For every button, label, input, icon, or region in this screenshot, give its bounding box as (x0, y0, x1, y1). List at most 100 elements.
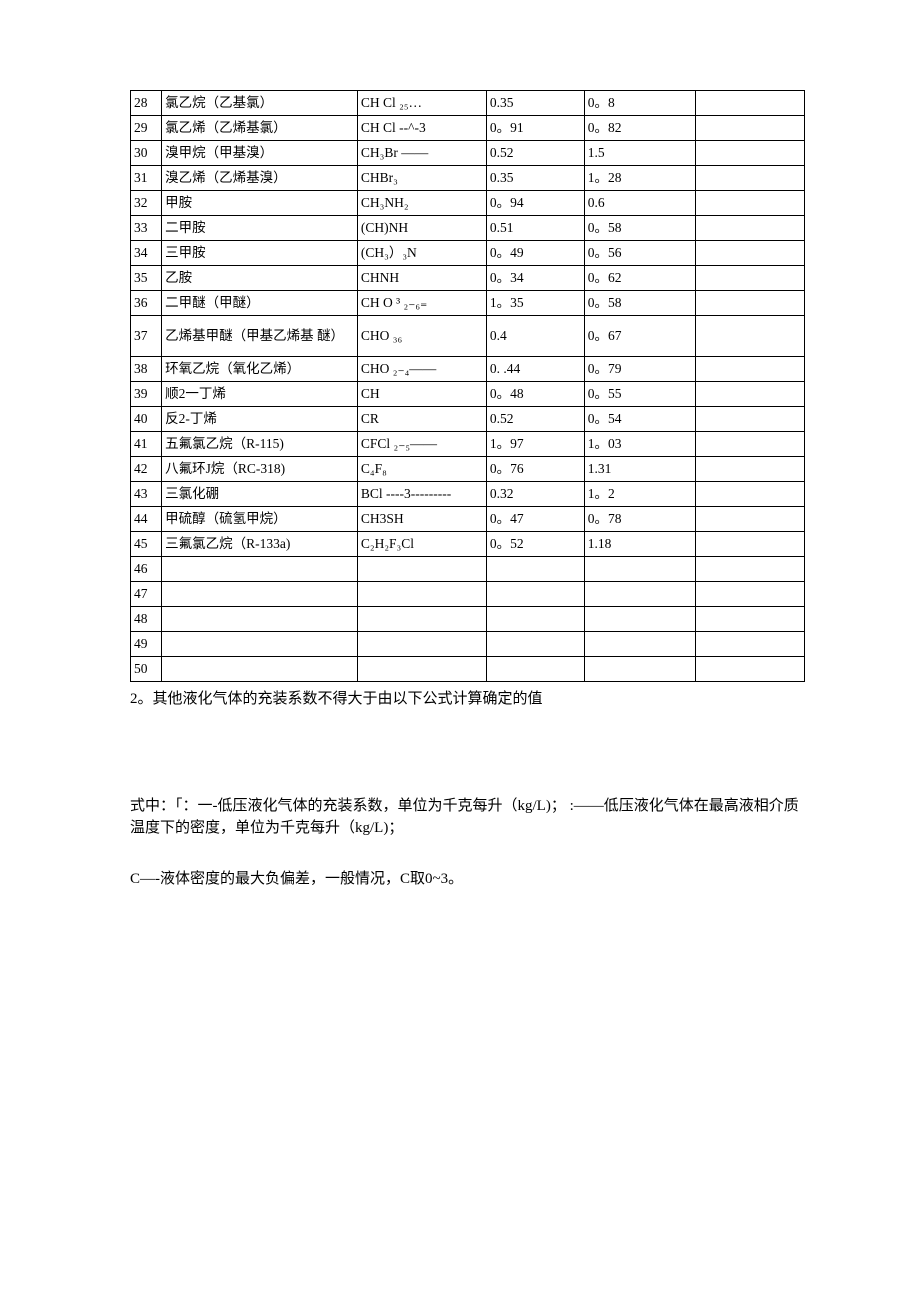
table-cell: 50 (131, 657, 162, 682)
table-cell (584, 557, 695, 582)
table-cell: C₄F₈ (357, 457, 486, 482)
table-cell (357, 582, 486, 607)
table-cell: 38 (131, 357, 162, 382)
table-row: 47 (131, 582, 805, 607)
table-cell: 0。58 (584, 216, 695, 241)
table-cell: 1。28 (584, 166, 695, 191)
table-cell: 二甲胺 (162, 216, 358, 241)
table-row: 34三甲胺(CH₃）₃N0。490。56 (131, 241, 805, 266)
table-cell: CH Cl ₂₅… (357, 91, 486, 116)
table-cell: 40 (131, 407, 162, 432)
table-cell: 28 (131, 91, 162, 116)
table-cell (695, 432, 804, 457)
table-cell: 29 (131, 116, 162, 141)
table-cell: 二甲醚（甲醚） (162, 291, 358, 316)
table-cell: 三氟氯乙烷（R-133a) (162, 532, 358, 557)
table-cell: 0.6 (584, 191, 695, 216)
table-cell (584, 632, 695, 657)
table-cell (695, 482, 804, 507)
table-cell: 46 (131, 557, 162, 582)
table-cell (695, 532, 804, 557)
paragraph-3: C—-液体密度的最大负偏差，一般情况，C取0~3。 (130, 868, 805, 891)
table-cell (695, 582, 804, 607)
table-cell: CH O ³ ₂₋₆₌ (357, 291, 486, 316)
table-cell (162, 557, 358, 582)
table-cell: 氯乙烷（乙基氯） (162, 91, 358, 116)
table-cell: 39 (131, 382, 162, 407)
table-cell: 0。58 (584, 291, 695, 316)
table-row: 28氯乙烷（乙基氯）CH Cl ₂₅…0.350。8 (131, 91, 805, 116)
table-cell: CH (357, 382, 486, 407)
table-cell: 0。76 (486, 457, 584, 482)
table-cell (486, 607, 584, 632)
table-cell: 0.35 (486, 166, 584, 191)
table-cell (695, 457, 804, 482)
table-row: 36二甲醚（甲醚）CH O ³ ₂₋₆₌1。350。58 (131, 291, 805, 316)
table-cell: (CH₃）₃N (357, 241, 486, 266)
table-cell: 0。67 (584, 316, 695, 357)
table-cell: 反2-丁烯 (162, 407, 358, 432)
table-cell: 乙烯基甲醚（甲基乙烯基 醚） (162, 316, 358, 357)
table-row: 49 (131, 632, 805, 657)
table-cell (486, 657, 584, 682)
table-cell: 0。47 (486, 507, 584, 532)
table-cell: 31 (131, 166, 162, 191)
table-cell: 三氯化硼 (162, 482, 358, 507)
table-cell (695, 607, 804, 632)
table-row: 33二甲胺(CH)NH0.510。58 (131, 216, 805, 241)
table-cell (695, 241, 804, 266)
gas-table: 28氯乙烷（乙基氯）CH Cl ₂₅…0.350。829氯乙烯（乙烯基氯）CH … (130, 90, 805, 682)
table-cell (162, 657, 358, 682)
table-cell: 37 (131, 316, 162, 357)
table-row: 35乙胺CHNH0。340。62 (131, 266, 805, 291)
table-cell: 1.5 (584, 141, 695, 166)
table-cell: 1.18 (584, 532, 695, 557)
table-cell: 0。56 (584, 241, 695, 266)
table-cell: 0。94 (486, 191, 584, 216)
table-cell: 1。97 (486, 432, 584, 457)
table-row: 30溴甲烷（甲基溴）CH₃Br ——0.521.5 (131, 141, 805, 166)
table-cell: 甲硫醇（硫氢甲烷） (162, 507, 358, 532)
table-cell: 1。35 (486, 291, 584, 316)
table-cell (695, 91, 804, 116)
table-row: 37乙烯基甲醚（甲基乙烯基 醚）CHO ₃₆0.40。67 (131, 316, 805, 357)
table-cell: 氯乙烯（乙烯基氯） (162, 116, 358, 141)
gap-2 (130, 840, 805, 862)
table-cell: 0。8 (584, 91, 695, 116)
table-cell: CH₃NH₂ (357, 191, 486, 216)
table-cell: 三甲胺 (162, 241, 358, 266)
paragraph-2: 式中：「：一-低压液化气体的充装系数，单位为千克每升（kg/L)； :——低压液… (130, 795, 805, 840)
table-cell: 43 (131, 482, 162, 507)
table-cell: 0。82 (584, 116, 695, 141)
table-row: 42八氟环J烷（RC-318)C₄F₈0。761.31 (131, 457, 805, 482)
table-cell (695, 382, 804, 407)
table-cell (695, 557, 804, 582)
table-cell: 八氟环J烷（RC-318) (162, 457, 358, 482)
table-cell: 0.32 (486, 482, 584, 507)
table-cell (695, 316, 804, 357)
table-cell (695, 191, 804, 216)
table-row: 29氯乙烯（乙烯基氯）CH Cl --^-30。910。82 (131, 116, 805, 141)
table-cell: 五氟氯乙烷（R-115) (162, 432, 358, 457)
table-cell: CHO ₂₋₄—— (357, 357, 486, 382)
gas-table-body: 28氯乙烷（乙基氯）CH Cl ₂₅…0.350。829氯乙烯（乙烯基氯）CH … (131, 91, 805, 682)
table-cell: 0.52 (486, 141, 584, 166)
table-cell: 溴甲烷（甲基溴） (162, 141, 358, 166)
table-cell (584, 582, 695, 607)
formula-gap (130, 711, 805, 789)
table-cell (695, 166, 804, 191)
table-cell: 1。03 (584, 432, 695, 457)
table-cell (695, 507, 804, 532)
table-row: 50 (131, 657, 805, 682)
table-row: 39顺2一丁烯CH0。480。55 (131, 382, 805, 407)
table-cell: 45 (131, 532, 162, 557)
table-cell (695, 116, 804, 141)
table-cell: 0。55 (584, 382, 695, 407)
table-cell: 35 (131, 266, 162, 291)
table-cell: 33 (131, 216, 162, 241)
table-cell (584, 657, 695, 682)
table-cell: 41 (131, 432, 162, 457)
page: 28氯乙烷（乙基氯）CH Cl ₂₅…0.350。829氯乙烯（乙烯基氯）CH … (0, 0, 920, 1302)
table-cell: CH₃Br —— (357, 141, 486, 166)
table-cell: CHBr₃ (357, 166, 486, 191)
